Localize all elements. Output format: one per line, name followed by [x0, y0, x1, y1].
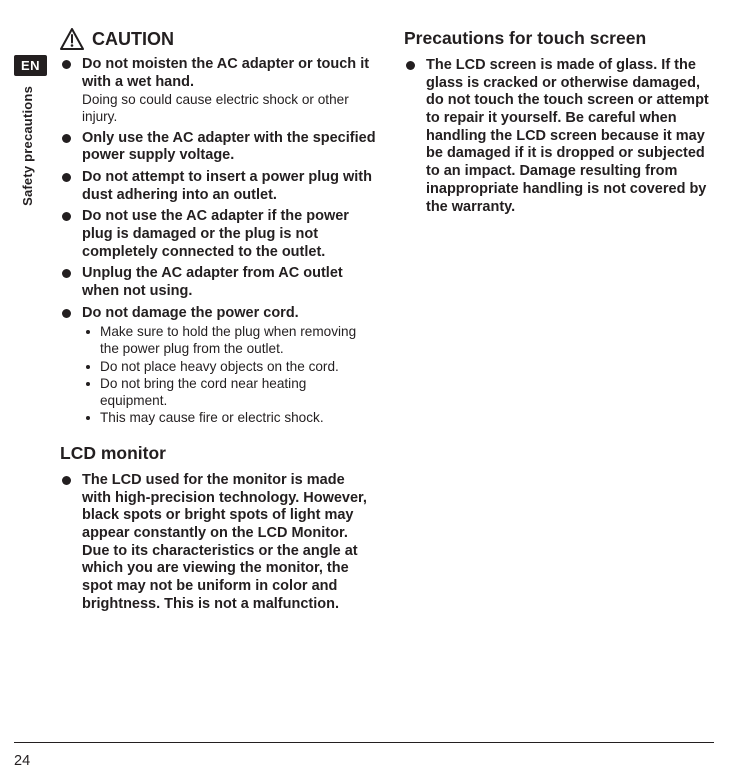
lcd-item-lead: The LCD used for the monitor is made wit…: [82, 472, 376, 614]
touchscreen-list: The LCD screen is made of glass. If the …: [404, 57, 720, 216]
caution-item: Unplug the AC adapter from AC outlet whe…: [60, 265, 376, 300]
language-tab-label: EN: [21, 58, 40, 73]
caution-icon: [60, 28, 84, 50]
caution-item-lead: Do not use the AC adapter if the power p…: [82, 208, 376, 261]
footer-divider: [14, 742, 714, 743]
caution-subitem: Do not place heavy objects on the cord.: [82, 359, 376, 376]
caution-sublist: Make sure to hold the plug when removing…: [82, 324, 376, 426]
caution-item-lead: Only use the AC adapter with the specifi…: [82, 130, 376, 165]
caution-item-lead: Do not moisten the AC adapter or touch i…: [82, 56, 376, 91]
caution-heading-row: CAUTION: [60, 28, 376, 50]
caution-subitem: Do not bring the cord near heating equip…: [82, 376, 376, 409]
caution-list: Do not moisten the AC adapter or touch i…: [60, 56, 376, 427]
language-tab: EN: [14, 55, 47, 76]
right-column: Precautions for touch screen The LCD scr…: [404, 28, 720, 617]
lcd-item: The LCD used for the monitor is made wit…: [60, 472, 376, 614]
touchscreen-item-lead: The LCD screen is made of glass. If the …: [426, 57, 720, 216]
page-root: EN Safety precautions CAUTION Do not moi…: [0, 0, 738, 783]
caution-item: Do not use the AC adapter if the power p…: [60, 208, 376, 261]
caution-subitem: Make sure to hold the plug when removing…: [82, 324, 376, 357]
caution-item-lead: Unplug the AC adapter from AC outlet whe…: [82, 265, 376, 300]
caution-heading-text: CAUTION: [92, 29, 174, 50]
caution-item: Do not attempt to insert a power plug wi…: [60, 169, 376, 204]
section-side-label: Safety precautions: [20, 86, 35, 206]
caution-item: Do not damage the power cord. Make sure …: [60, 305, 376, 427]
caution-item: Do not moisten the AC adapter or touch i…: [60, 56, 376, 126]
caution-item-lead: Do not damage the power cord.: [82, 305, 376, 323]
lcd-heading: LCD monitor: [60, 443, 376, 464]
touchscreen-item: The LCD screen is made of glass. If the …: [404, 57, 720, 216]
content-columns: CAUTION Do not moisten the AC adapter or…: [60, 28, 720, 617]
left-column: CAUTION Do not moisten the AC adapter or…: [60, 28, 376, 617]
caution-item-body: Doing so could cause electric shock or o…: [82, 92, 376, 125]
caution-item-lead: Do not attempt to insert a power plug wi…: [82, 169, 376, 204]
caution-subitem: This may cause fire or electric shock.: [82, 410, 376, 427]
caution-item: Only use the AC adapter with the specifi…: [60, 130, 376, 165]
lcd-list: The LCD used for the monitor is made wit…: [60, 472, 376, 614]
touchscreen-heading: Precautions for touch screen: [404, 28, 720, 49]
page-number: 24: [14, 753, 30, 769]
